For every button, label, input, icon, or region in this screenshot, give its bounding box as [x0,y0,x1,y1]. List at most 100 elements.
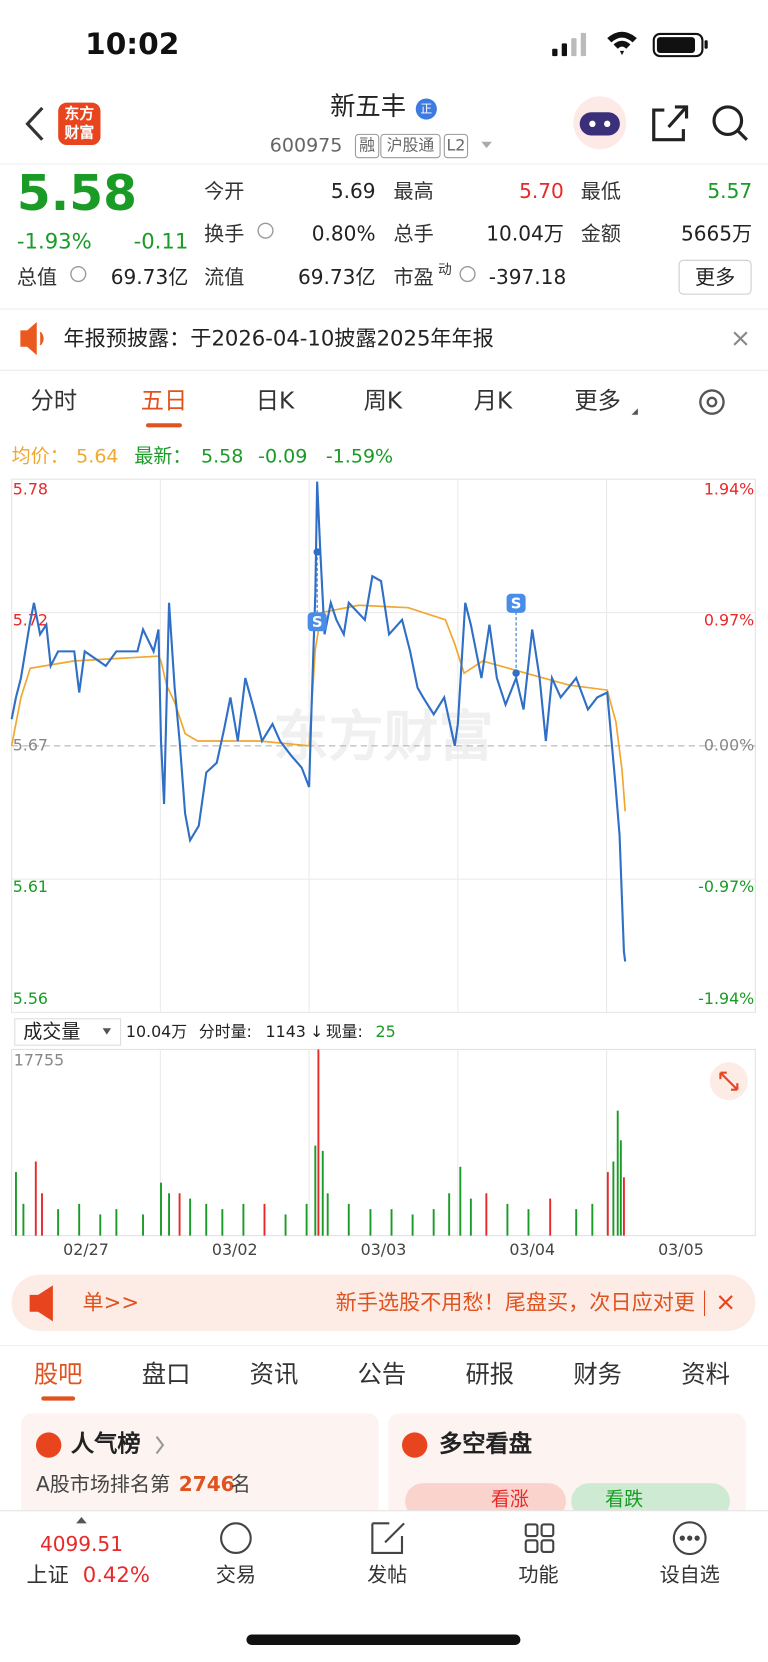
robot-avatar[interactable] [573,96,627,150]
y2-tick-label: 0.00% [704,735,754,754]
tab[interactable]: 日K [256,388,295,415]
notice-close[interactable] [733,331,748,346]
field-value: 5.70 [519,179,564,203]
legend-avg-value: 5.64 [76,446,118,468]
status-time: 10:02 [85,27,179,61]
tag-box [354,133,380,159]
section-tab[interactable]: 公告 [358,1359,407,1388]
field-label: 最低 [581,179,621,203]
settings-button[interactable] [699,389,725,415]
badge-bg [415,98,437,120]
nav-item[interactable]: 交易 [216,1563,256,1587]
banner-icon [29,1285,53,1322]
index-value: 4099.51 [40,1532,123,1556]
volume-bar [115,1209,118,1236]
logo-text: 东方 [65,104,95,122]
section-tab[interactable]: 资讯 [250,1359,299,1388]
volume-bar [99,1214,102,1236]
legend-latest-pct: -1.59% [326,446,393,468]
notice: 年报预披露：于2026-04-10披露2025年年报 [63,326,493,351]
logo-text: 财富 [65,123,95,141]
volume-bar [527,1209,530,1236]
tab[interactable]: 五日 [141,388,188,415]
y2-tick-label: 0.97% [704,611,754,630]
change-pct: -1.93% [17,228,92,253]
more-button[interactable] [678,259,752,295]
change: -0.11 [134,228,189,253]
volume-bar [485,1193,488,1236]
section-tab[interactable]: 股吧 [34,1359,83,1388]
x-tick-label: 03/03 [361,1240,407,1259]
volume-bar [160,1182,162,1236]
volume-bar [347,1203,350,1236]
field-sup: 动 [438,262,452,278]
volume-bar [591,1203,594,1236]
notice-icon [20,322,44,356]
nav-item[interactable]: 功能 [518,1563,558,1587]
legend-avg-name: 均价： [12,446,69,468]
signal-label: S [312,614,323,631]
volume-bar [317,1049,320,1236]
volume-bar [142,1214,144,1236]
rank-suffix: 名 [231,1472,251,1496]
nav-icons [220,1521,707,1556]
share-button[interactable] [652,105,689,142]
field-value: 69.73亿 [111,265,189,289]
vote-icon [401,1432,428,1458]
volume-bar [242,1203,245,1236]
section-tab[interactable]: 资料 [681,1359,730,1388]
volume-bar [34,1161,37,1236]
volume-direction: ↓ [310,1022,323,1041]
banner-text: 新手选股不用愁！尾盘买，次日应对更 [336,1289,695,1314]
volume-bar [57,1209,60,1236]
promo-banner[interactable] [11,1274,756,1331]
back-button[interactable] [25,106,44,141]
volume-bar [411,1214,414,1236]
volume-bar [321,1150,324,1236]
volume-bar [15,1172,17,1236]
expand-button[interactable] [709,1062,748,1101]
tab[interactable]: 周K [364,388,403,415]
rank-card[interactable] [21,1413,379,1520]
volume-bar [305,1203,308,1236]
nav-item[interactable]: 设自选 [660,1563,720,1587]
section-tab[interactable]: 财务 [573,1359,622,1388]
watermark: 东方财富 [273,705,493,769]
nav-item[interactable]: 发帖 [367,1563,407,1587]
tab[interactable]: 分时 [31,388,78,415]
section-tab[interactable]: 盘口 [142,1359,191,1388]
banner-close[interactable] [718,1295,733,1310]
field-value: 10.04万 [486,221,564,245]
rank-icon [35,1432,62,1458]
volume-bar [622,1177,625,1236]
volume-bar [459,1166,462,1236]
y-tick-label: 5.78 [13,479,48,498]
volume-bar [168,1193,170,1236]
volume-selector[interactable] [14,1018,122,1046]
price-line [10,481,627,962]
index-caret [76,1517,87,1524]
volume-bar [612,1161,615,1236]
y-tick-label: 17755 [14,1051,64,1070]
tag: 融 [359,136,375,155]
status-icons [552,31,708,58]
volume-frame [11,1048,756,1237]
tab[interactable]: 更多 [574,388,621,415]
banner-link: 单>> [83,1289,140,1314]
badge: 正 [420,102,432,116]
y2-tick-label: -0.97% [698,877,754,896]
legend-latest-value: 5.58 [201,446,243,468]
volume-bar [326,1193,329,1236]
section-tab[interactable]: 研报 [465,1359,514,1388]
volume-bar [22,1203,25,1236]
field-value: 5.57 [707,179,752,203]
volume-bar [205,1203,208,1236]
signal-label: S [511,595,522,612]
code-dropdown[interactable] [481,141,492,149]
field-label: 换手 [204,221,244,245]
tab[interactable]: 月K [474,388,513,415]
search-button[interactable] [712,105,748,141]
tag-box [380,133,441,159]
field-value: 69.73亿 [298,265,376,289]
vote-up: 看涨 [491,1489,529,1511]
